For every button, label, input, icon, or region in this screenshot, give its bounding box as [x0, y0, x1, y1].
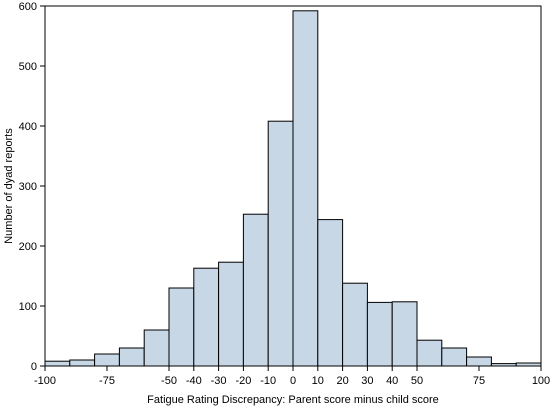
y-axis-title: Number of dyad reports	[3, 128, 15, 244]
y-tick-label: 500	[19, 61, 37, 73]
histogram-bar	[366, 301, 393, 367]
histogram-bar	[44, 360, 71, 367]
x-axis: -100 -75 -50 -40 -30 -20 -10 0 10 20 30 40 50 75 100	[34, 366, 550, 387]
x-tick-label: -30	[211, 375, 227, 387]
x-tick-label: 40	[386, 375, 398, 387]
y-tick-label: 0	[31, 361, 37, 373]
histogram-bar	[292, 10, 319, 367]
histogram-bar	[143, 329, 170, 367]
histogram-bar	[267, 120, 294, 367]
y-tick-label: 300	[19, 181, 37, 193]
histogram-bar	[118, 347, 145, 367]
x-tick-label: 100	[532, 375, 550, 387]
y-tick-label: 400	[19, 121, 37, 133]
x-tick-label: -40	[186, 375, 202, 387]
x-tick-label: 20	[336, 375, 348, 387]
histogram-bar	[69, 359, 96, 367]
histogram-bar	[218, 261, 244, 367]
histogram-bar	[391, 301, 418, 367]
x-tick-label: -75	[99, 375, 115, 387]
histogram-bar	[168, 287, 195, 367]
y-tick-label: 600	[19, 1, 37, 13]
x-tick-label: -50	[161, 375, 177, 387]
histogram-bar	[342, 282, 368, 367]
bars-group	[44, 10, 542, 367]
histogram-bar	[416, 339, 443, 367]
x-tick-label: 30	[361, 375, 373, 387]
x-tick-label: 0	[290, 375, 296, 387]
x-axis-title: Fatigue Rating Discrepancy: Parent score…	[147, 394, 439, 406]
x-tick-label: 75	[473, 375, 485, 387]
y-tick-label: 100	[19, 301, 37, 313]
histogram-bar	[242, 213, 269, 367]
histogram-bar	[466, 356, 492, 367]
histogram-bar	[441, 347, 468, 367]
x-tick-label: -10	[260, 375, 276, 387]
y-axis: 0 100 200 300 400 500 600	[19, 1, 45, 373]
y-tick-label: 200	[19, 241, 37, 253]
histogram-bar	[94, 353, 120, 367]
x-tick-label: -20	[235, 375, 251, 387]
histogram-bar	[193, 267, 220, 367]
histogram-bar	[317, 219, 344, 367]
x-tick-label: -100	[34, 375, 56, 387]
x-tick-label: 50	[411, 375, 423, 387]
x-tick-label: 10	[312, 375, 324, 387]
